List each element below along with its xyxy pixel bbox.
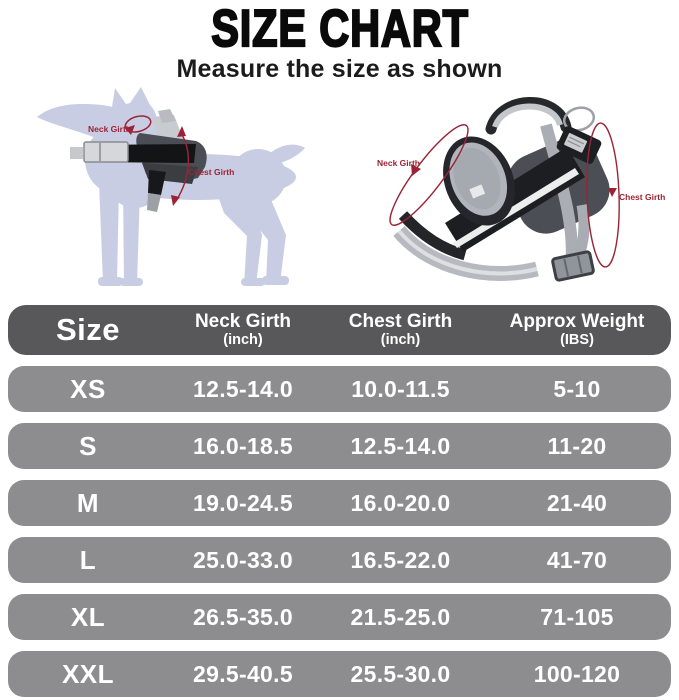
- header-approx-weight: Approx Weight (IBS): [509, 311, 645, 348]
- weight-value: 41-70: [546, 546, 608, 573]
- harness-tag: [556, 126, 602, 164]
- size-value: S: [79, 430, 97, 461]
- harness-product-figure: Neck Girth Chest Girth: [377, 97, 665, 282]
- neck-girth-value: 29.5-40.5: [193, 660, 293, 687]
- harness-chest-girth-label: Chest Girth: [619, 192, 665, 202]
- harness-annotations: Neck Girth Chest Girth: [377, 122, 665, 268]
- page-subtitle: Measure the size as shown: [176, 55, 503, 83]
- neck-girth-value: 25.0-33.0: [193, 546, 293, 573]
- neck-girth-value: 19.0-24.5: [193, 489, 293, 516]
- table-row: XL 26.5-35.0 21.5-25.0 71-105: [8, 594, 671, 640]
- weight-value: 71-105: [540, 603, 614, 630]
- neck-pad: [443, 136, 515, 226]
- neck-girth-value: 12.5-14.0: [193, 375, 293, 402]
- dog-neck-girth-label: Neck Girth: [88, 124, 131, 134]
- chest-girth-ellipse: [586, 122, 620, 268]
- table-row: S 16.0-18.5 12.5-14.0 11-20: [8, 423, 671, 469]
- header-chest-girth: Chest Girth (inch): [348, 311, 453, 348]
- chest-girth-value: 21.5-25.0: [350, 603, 451, 630]
- harness-illustration: [393, 97, 610, 282]
- dog-chest-girth-label: Chest Girth: [188, 167, 234, 177]
- chest-girth-value: 16.5-22.0: [350, 546, 451, 573]
- dog-measurement-figure: Neck Girth Chest Girth: [37, 87, 305, 286]
- chest-girth-arrow: [175, 132, 190, 202]
- neck-girth-value: 16.0-18.5: [193, 432, 293, 459]
- size-table: Size Neck Girth (inch) Chest Girth (inch…: [8, 305, 671, 697]
- page-title: SIZE CHART: [210, 0, 469, 58]
- weight-value: 21-40: [546, 489, 608, 516]
- size-value: L: [79, 544, 97, 575]
- harness-buckle: [551, 250, 595, 282]
- leash-ring: [562, 106, 596, 132]
- header-neck-girth: Neck Girth (inch): [194, 311, 292, 348]
- size-value: M: [76, 487, 100, 518]
- size-value: XS: [70, 373, 106, 404]
- table-row: L 25.0-33.0 16.5-22.0 41-70: [8, 537, 671, 583]
- neck-girth-ellipse: [389, 124, 469, 226]
- chest-girth-value: 12.5-14.0: [350, 432, 451, 459]
- title-block: SIZE CHART Measure the size as shown: [0, 0, 679, 84]
- size-value: XXL: [61, 658, 115, 689]
- dog-annotations: Neck Girth Chest Girth: [88, 115, 234, 206]
- table-row: XXL 29.5-40.5 25.5-30.0 100-120: [8, 651, 671, 697]
- chest-girth-value: 10.0-11.5: [351, 375, 450, 402]
- dog-harness: [70, 109, 207, 212]
- chest-girth-value: 25.5-30.0: [350, 660, 451, 687]
- neck-girth-arrow: [124, 115, 152, 133]
- weight-value: 5-10: [553, 375, 601, 402]
- weight-value: 100-120: [533, 660, 621, 687]
- table-row: XS 12.5-14.0 10.0-11.5 5-10: [8, 366, 671, 412]
- header-size: Size: [55, 312, 121, 347]
- table-row: M 19.0-24.5 16.0-20.0 21-40: [8, 480, 671, 526]
- harness-neck-girth-label: Neck Girth: [377, 158, 420, 168]
- size-value: XL: [70, 601, 106, 632]
- table-header-row: Size Neck Girth (inch) Chest Girth (inch…: [8, 305, 671, 355]
- neck-girth-value: 26.5-35.0: [193, 603, 293, 630]
- chest-girth-value: 16.0-20.0: [350, 489, 451, 516]
- weight-value: 11-20: [547, 432, 607, 459]
